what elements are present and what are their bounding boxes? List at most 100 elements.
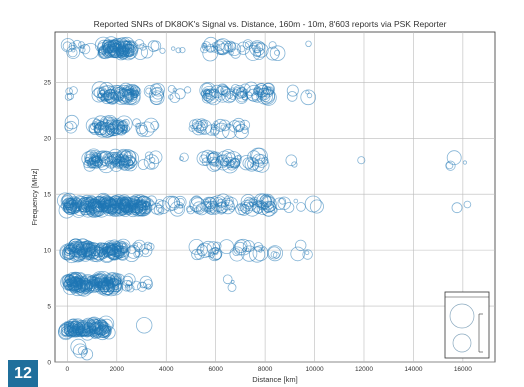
snr-report-point [259,193,276,210]
snr-report-point [290,246,306,262]
x-tick-label: 14000 [404,366,422,373]
snr-report-point [108,40,120,52]
snr-report-point [103,248,113,258]
snr-report-point [201,128,207,135]
snr-report-point [97,48,109,59]
snr-report-point [126,244,141,259]
snr-report-point [124,89,141,106]
snr-report-point [201,86,217,102]
snr-report-point [134,202,139,207]
snr-report-point [109,204,119,213]
x-tick-label: 0 [66,366,70,373]
size-legend-circle-large [449,303,475,329]
snr-report-point [110,272,123,285]
snr-report-point [67,281,72,286]
snr-report-point [211,42,218,48]
snr-report-point [97,320,109,332]
snr-report-point [205,89,216,100]
snr-report-point [84,200,92,208]
snr-report-point [240,203,250,213]
snr-report-point [114,202,124,212]
snr-report-point [268,41,277,50]
snr-report-point [215,155,229,169]
snr-report-point [191,248,203,261]
snr-report-point [92,272,106,286]
snr-report-point [304,250,310,256]
snr-report-point [251,41,264,54]
snr-report-point [306,92,313,99]
snr-report-point [69,321,84,336]
snr-report-point [60,38,76,53]
snr-report-point [267,246,281,260]
snr-report-point [134,201,148,215]
snr-report-point [145,283,152,290]
snr-report-point [201,149,215,163]
snr-report-point [167,85,176,93]
snr-report-point [88,122,99,134]
snr-report-point [176,198,185,207]
snr-report-point [129,85,141,96]
snr-report-point [127,245,136,254]
snr-report-point [78,248,93,262]
snr-report-point [251,147,268,165]
snr-report-point [173,204,184,214]
snr-report-point [285,154,298,167]
snr-report-point [64,122,74,132]
snr-report-point [179,152,189,162]
snr-report-point [227,283,237,292]
snr-report-point [189,119,200,130]
snr-report-point [254,157,270,173]
snr-report-point [85,205,90,210]
snr-report-point [202,43,208,48]
snr-report-point [225,151,242,168]
snr-report-point [179,46,186,54]
snr-report-point [462,160,467,165]
snr-report-point [213,122,230,140]
snr-report-point [61,321,74,334]
snr-report-point [65,87,73,95]
snr-report-point [59,245,76,261]
snr-report-point [357,156,366,165]
snr-report-point [216,43,229,56]
snr-report-point [85,196,96,207]
snr-report-point [203,88,219,104]
snr-report-point [70,338,87,355]
snr-report-point [261,156,269,164]
snr-report-point [147,40,160,52]
snr-report-point [229,157,240,169]
snr-report-point [115,245,122,252]
snr-report-point [210,157,220,167]
snr-report-point [253,242,264,252]
snr-report-point [265,200,276,212]
snr-report-point [123,156,138,172]
snr-report-point [219,239,235,255]
snr-report-point [108,151,121,165]
snr-report-point [241,127,249,134]
snr-report-point [96,278,107,289]
snr-report-point [236,154,242,160]
snr-report-point [216,193,231,208]
snr-report-point [270,206,278,214]
snr-report-point [108,43,124,59]
snr-report-point [261,203,275,217]
snr-report-point [138,243,153,258]
snr-report-point [62,199,68,205]
snr-report-point [200,240,217,257]
snr-report-point [94,154,100,159]
snr-report-point [239,119,251,131]
snr-report-point [69,86,78,95]
snr-report-point [137,281,148,292]
y-tick-label: 10 [44,247,52,254]
snr-report-point [283,202,295,213]
snr-report-point [97,322,112,337]
snr-report-point [463,200,472,209]
snr-report-point [117,48,123,53]
snr-report-point [64,114,80,130]
snr-report-point [136,124,149,137]
snr-report-point [71,198,79,206]
snr-report-point [286,84,299,97]
snr-report-point [254,87,263,95]
snr-report-point [269,45,286,61]
snr-report-point [150,121,160,131]
